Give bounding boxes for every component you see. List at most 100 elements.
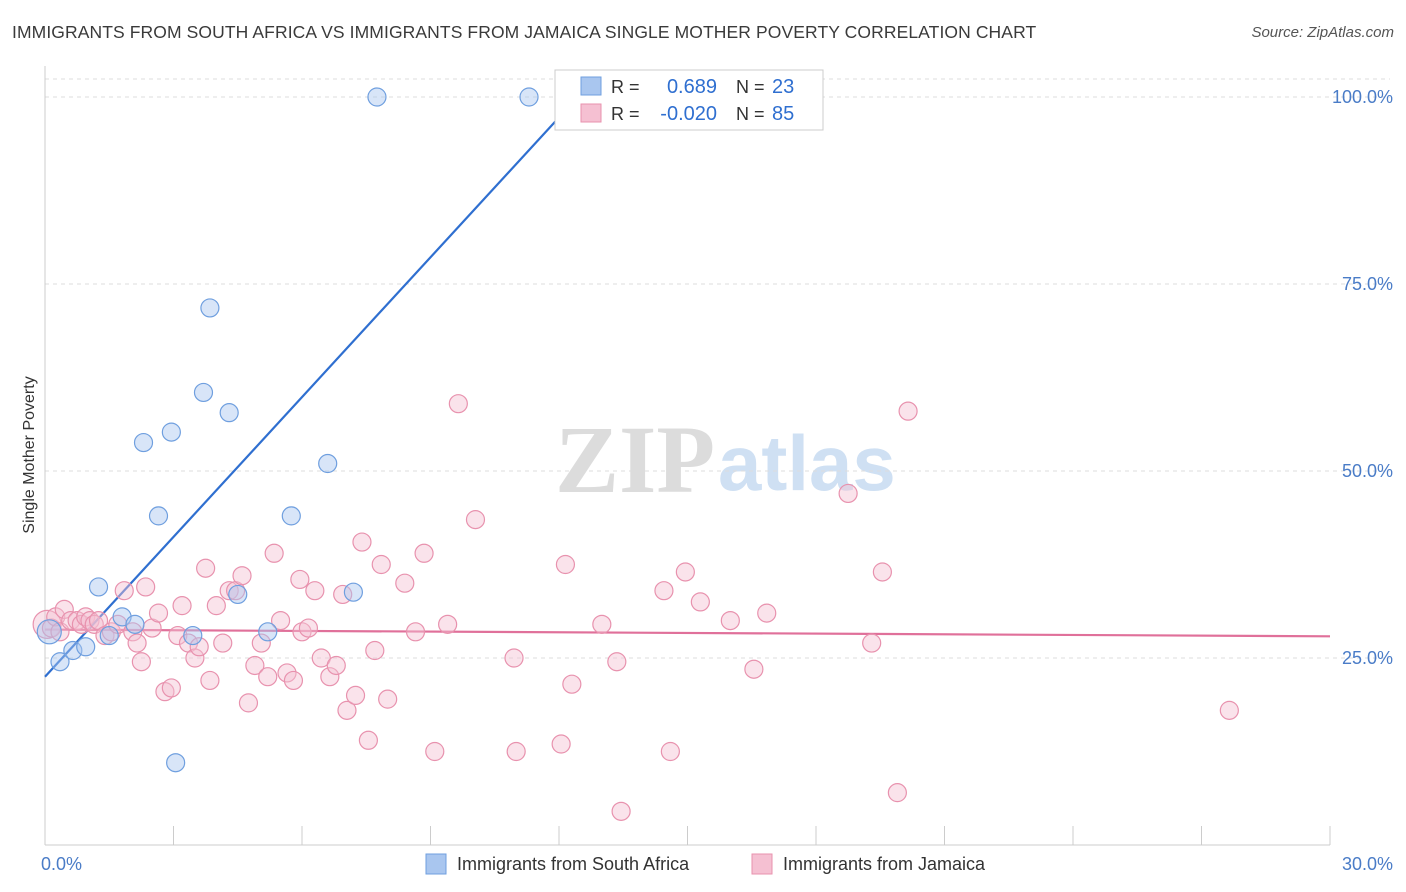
data-point: [318, 453, 338, 474]
x-tick-label: 0.0%: [41, 854, 82, 874]
data-point: [281, 506, 301, 526]
data-point: [127, 633, 147, 653]
data-point: [193, 382, 214, 403]
chart-title: IMMIGRANTS FROM SOUTH AFRICA VS IMMIGRAN…: [12, 22, 1037, 42]
legend-r-value: -0.020: [660, 103, 717, 125]
data-point: [200, 670, 220, 691]
data-point: [345, 685, 366, 706]
data-point: [365, 640, 385, 661]
data-point: [258, 667, 278, 687]
data-point: [592, 614, 612, 634]
data-point: [448, 394, 468, 414]
data-point: [519, 87, 539, 107]
data-point: [168, 625, 188, 646]
data-point: [872, 562, 892, 582]
data-point: [258, 622, 278, 642]
data-point: [607, 652, 627, 672]
data-point: [367, 87, 387, 107]
data-point: [213, 633, 233, 653]
data-point: [438, 614, 458, 634]
data-point: [136, 577, 156, 597]
data-point: [352, 532, 372, 552]
data-point: [838, 483, 858, 504]
data-point: [358, 730, 378, 750]
legend-n-label: N =: [736, 77, 765, 97]
data-point: [123, 622, 143, 642]
data-point: [298, 618, 319, 638]
data-point: [862, 633, 882, 653]
legend-series-label: Immigrants from Jamaica: [783, 854, 986, 874]
data-point: [326, 655, 346, 676]
data-point: [757, 603, 777, 623]
data-point: [337, 700, 357, 720]
data-point: [200, 298, 220, 318]
data-point: [264, 543, 284, 563]
legend-r-value: 0.689: [667, 76, 717, 98]
data-point: [395, 573, 415, 593]
x-tick-label: 30.0%: [1342, 854, 1393, 874]
data-point: [551, 734, 571, 754]
legend-r-label: R =: [611, 77, 640, 97]
data-point: [219, 403, 239, 423]
data-point: [465, 510, 486, 530]
legend-swatch: [425, 853, 447, 875]
y-tick-label: 50.0%: [1342, 461, 1393, 481]
data-point: [185, 648, 205, 668]
data-point: [196, 558, 216, 578]
data-point: [76, 637, 96, 657]
data-point: [660, 741, 680, 762]
watermark: ZIP atlas: [555, 406, 896, 513]
data-point: [898, 401, 918, 421]
data-point: [611, 801, 631, 821]
data-point: [744, 659, 764, 679]
data-point: [232, 566, 252, 586]
data-point: [148, 603, 169, 623]
data-point: [720, 610, 740, 631]
y-tick-label: 75.0%: [1342, 274, 1393, 294]
watermark-zip: ZIP: [555, 406, 715, 513]
data-point: [36, 619, 62, 645]
data-point: [1219, 700, 1239, 720]
series-legend: Immigrants from South Africa Immigrants f…: [425, 853, 986, 875]
data-point: [887, 783, 907, 803]
y-tick-label: 100.0%: [1332, 87, 1393, 107]
data-point: [343, 582, 363, 602]
data-point: [63, 640, 83, 661]
trend-line: [44, 628, 1331, 638]
data-point: [506, 741, 526, 762]
trend-line: [44, 88, 586, 678]
data-point: [251, 633, 271, 653]
data-point: [88, 577, 109, 597]
data-point: [283, 670, 304, 691]
legend-n-value: 85: [772, 103, 794, 125]
data-point: [148, 506, 169, 526]
legend-swatch: [751, 853, 773, 875]
data-point: [371, 554, 391, 575]
data-point: [133, 432, 154, 453]
data-point: [245, 655, 265, 676]
data-point: [555, 554, 576, 575]
data-point: [305, 581, 325, 601]
data-point: [290, 569, 310, 590]
data-point: [161, 422, 181, 442]
data-point: [54, 599, 74, 619]
correlation-legend: R = 0.689 N = 23 R = -0.020 N = 85: [554, 69, 824, 131]
data-point: [99, 625, 119, 646]
data-point: [405, 622, 426, 642]
data-point: [228, 584, 248, 605]
data-point: [504, 648, 524, 668]
data-point: [61, 610, 81, 631]
y-tick-label: 25.0%: [1342, 648, 1393, 668]
data-point: [189, 637, 209, 657]
legend-n-label: N =: [736, 104, 765, 124]
legend-series-label: Immigrants from South Africa: [457, 854, 690, 874]
data-point: [131, 652, 151, 672]
data-point: [425, 741, 445, 762]
data-point: [50, 652, 70, 672]
data-point: [675, 562, 695, 582]
data-point: [166, 753, 186, 773]
chart-source: Source: ZipAtlas.com: [1251, 24, 1394, 41]
data-point: [690, 592, 710, 612]
data-point: [654, 581, 674, 601]
data-point: [172, 596, 192, 616]
